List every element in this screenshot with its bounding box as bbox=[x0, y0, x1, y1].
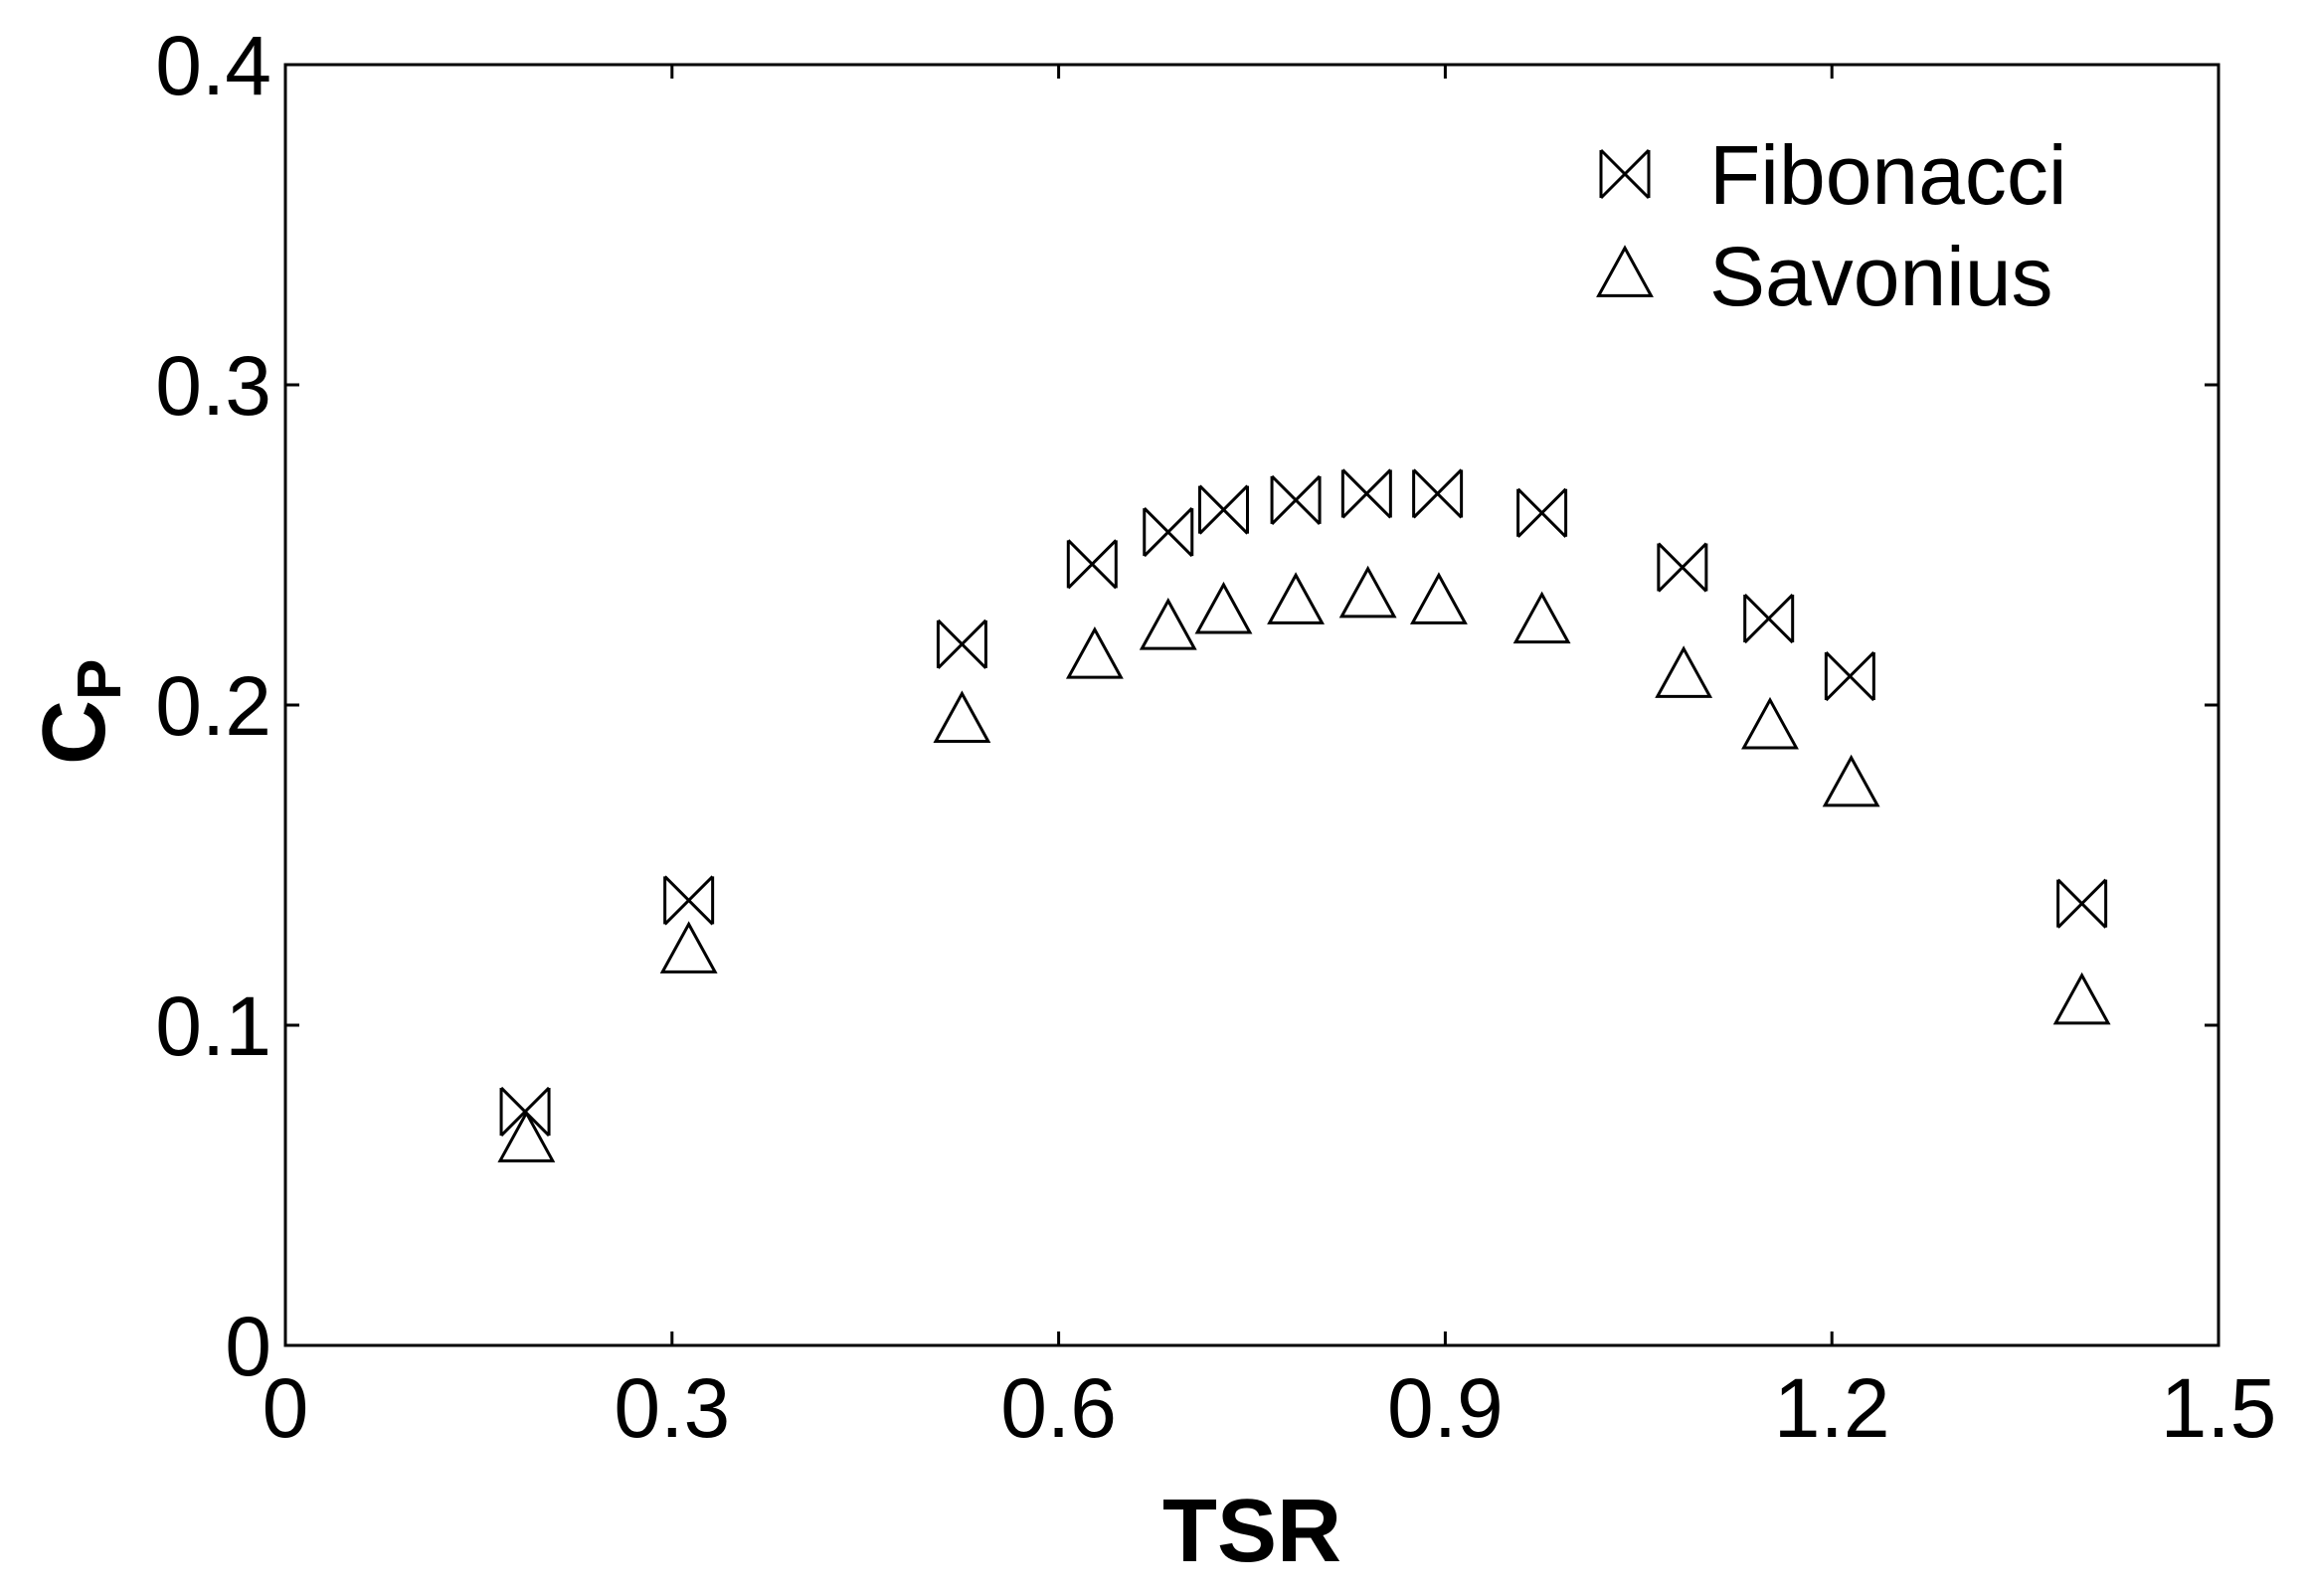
point bbox=[1822, 754, 1880, 807]
point bbox=[1270, 474, 1322, 525]
y-axis-label-base: C bbox=[25, 700, 124, 765]
point bbox=[497, 1110, 556, 1162]
y-tick-label: 0.4 bbox=[155, 19, 271, 112]
point bbox=[1066, 539, 1118, 590]
y-tick-label: 0 bbox=[225, 1300, 271, 1393]
legend-label: Savonius bbox=[1709, 230, 2053, 323]
y-tick-label: 0.3 bbox=[155, 339, 271, 433]
point bbox=[1741, 696, 1799, 750]
y-tick-label: 0.1 bbox=[155, 979, 271, 1073]
point bbox=[1139, 598, 1197, 650]
x-tick-label: 1.2 bbox=[1774, 1361, 1890, 1455]
point bbox=[659, 921, 718, 974]
legend-marker bbox=[1596, 245, 1654, 297]
point bbox=[2052, 972, 2111, 1025]
point bbox=[1194, 581, 1253, 634]
x-tick-label: 0.6 bbox=[1000, 1361, 1117, 1455]
point bbox=[1338, 565, 1397, 619]
point bbox=[499, 1086, 551, 1138]
point bbox=[1197, 484, 1249, 535]
point bbox=[663, 875, 715, 926]
x-axis-label: TSR bbox=[1162, 1482, 1341, 1581]
point bbox=[1657, 542, 1708, 593]
point bbox=[1409, 572, 1468, 624]
point bbox=[1512, 591, 1571, 644]
legend-marker bbox=[1599, 148, 1651, 200]
point bbox=[936, 619, 987, 669]
point bbox=[1655, 645, 1713, 698]
x-tick-label: 0.3 bbox=[614, 1361, 730, 1455]
point bbox=[1267, 572, 1325, 624]
point bbox=[1065, 625, 1124, 679]
point bbox=[1743, 593, 1795, 644]
x-tick-label: 0.9 bbox=[1387, 1361, 1504, 1455]
y-tick-label: 0.2 bbox=[155, 659, 271, 753]
point bbox=[2056, 878, 2108, 929]
point bbox=[1143, 507, 1194, 558]
x-tick-label: 1.5 bbox=[2161, 1361, 2277, 1455]
point bbox=[1824, 650, 1875, 702]
point bbox=[933, 690, 991, 743]
y-axis-label: CP bbox=[25, 659, 134, 765]
point bbox=[1516, 487, 1568, 538]
point bbox=[1340, 468, 1392, 519]
point bbox=[1412, 468, 1464, 519]
x-tick-label: 0 bbox=[263, 1361, 309, 1455]
legend-label: Fibonacci bbox=[1709, 128, 2067, 222]
y-axis-label-sub: P bbox=[66, 659, 134, 700]
